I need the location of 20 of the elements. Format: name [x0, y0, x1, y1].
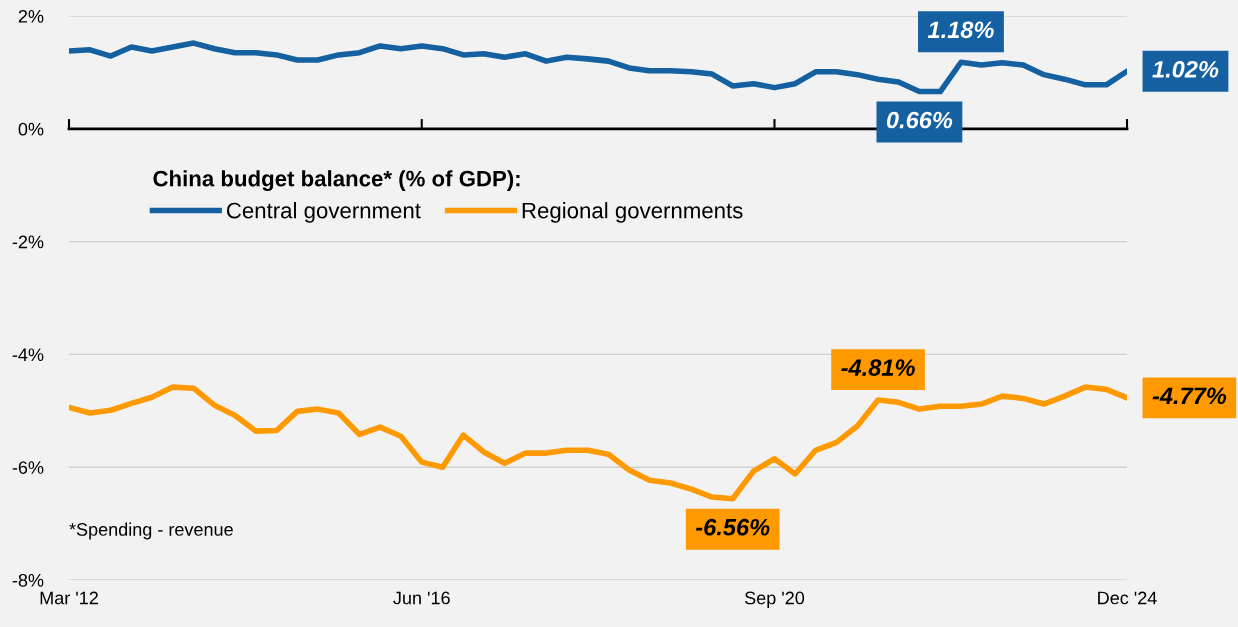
y-tick-label: -6%: [12, 461, 44, 474]
x-tick-label: Jun '16: [393, 591, 450, 605]
legend-label: Central government: [226, 202, 421, 223]
x-tick-label: Sep '20: [744, 591, 805, 608]
annotation: 1.02%: [1152, 60, 1219, 78]
annotation: 0.66%: [886, 111, 953, 129]
annotation: -4.81%: [841, 359, 915, 376]
y-tick-label: -4%: [12, 348, 44, 362]
annotation: -6.56%: [695, 518, 770, 536]
annotation: *Spending - revenue: [69, 522, 233, 540]
y-tick-label: -8%: [12, 573, 44, 587]
y-tick-label: 0%: [18, 122, 44, 136]
x-tick-label: Mar '12: [40, 591, 98, 605]
annotation: 1.18%: [927, 21, 994, 39]
legend-label: Regional governments: [522, 202, 743, 223]
y-tick-label: 2%: [18, 9, 44, 23]
y-tick-label: -2%: [12, 235, 44, 249]
x-tick-label: Dec '24: [1098, 591, 1157, 605]
annotation: -4.77%: [1152, 387, 1227, 405]
legend-title: China budget balance* (% of GDP):: [153, 170, 520, 191]
